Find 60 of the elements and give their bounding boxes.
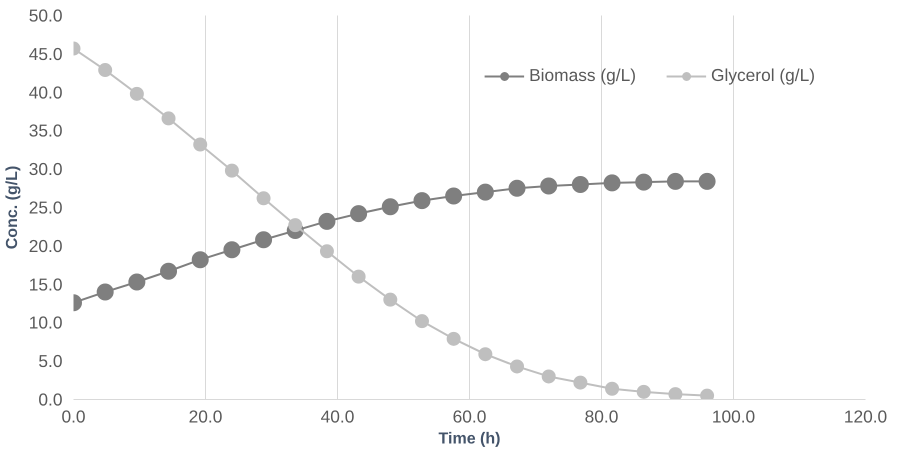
- point: [445, 187, 462, 204]
- y-tick-label: 40.0: [28, 82, 63, 102]
- x-tick-label: 80.0: [584, 406, 618, 426]
- y-tick-label: 10.0: [28, 312, 63, 333]
- y-tick-label: 45.0: [28, 44, 63, 64]
- point: [160, 262, 178, 280]
- y-tick-label: 30.0: [28, 159, 63, 180]
- point: [256, 191, 271, 206]
- point: [572, 176, 589, 193]
- x-tick-label: 60.0: [452, 406, 486, 426]
- point: [446, 332, 461, 346]
- point: [413, 192, 430, 210]
- point: [510, 359, 524, 374]
- point: [318, 212, 336, 230]
- point: [98, 63, 112, 78]
- point: [573, 376, 588, 390]
- y-axis-title: Conc. (g/L): [4, 166, 21, 250]
- point: [192, 251, 209, 268]
- point: [698, 172, 716, 190]
- y-tick-label: 20.0: [28, 236, 63, 256]
- x-axis-title: Time (h): [438, 430, 500, 448]
- point: [605, 382, 620, 396]
- x-tick-label: 100.0: [712, 406, 756, 426]
- point: [508, 180, 526, 197]
- y-tick-label: 15.0: [28, 274, 63, 294]
- point: [193, 138, 208, 152]
- y-tick-label: 35.0: [28, 120, 63, 141]
- legend-label: Glycerol (g/L): [711, 65, 815, 86]
- x-tick-label: 0.0: [61, 406, 86, 426]
- point: [414, 314, 429, 328]
- point: [476, 184, 494, 201]
- point: [350, 205, 368, 222]
- x-tick-label: 40.0: [320, 406, 354, 426]
- point: [668, 387, 682, 400]
- y-tick-label: 5.0: [38, 351, 63, 372]
- point: [162, 111, 176, 126]
- point: [96, 283, 114, 300]
- point: [130, 86, 144, 101]
- y-tick-label: 0.0: [38, 390, 63, 410]
- point: [635, 174, 652, 191]
- point: [604, 174, 621, 192]
- point: [288, 218, 302, 232]
- point: [383, 292, 398, 307]
- legend-label: Biomass (g/L): [529, 65, 636, 86]
- x-tick-label: 20.0: [188, 406, 222, 426]
- point: [224, 164, 239, 178]
- x-tick-label: 120.0: [844, 406, 888, 426]
- point: [666, 172, 684, 190]
- point: [128, 274, 146, 290]
- y-tick-label: 25.0: [28, 198, 63, 218]
- point: [542, 369, 556, 384]
- point: [478, 347, 492, 362]
- point: [636, 384, 651, 399]
- point: [382, 198, 399, 216]
- y-tick-label: 50.0: [28, 6, 63, 26]
- point: [540, 178, 558, 194]
- point: [255, 231, 272, 248]
- point: [320, 244, 334, 258]
- point: [223, 241, 240, 258]
- point: [352, 270, 366, 284]
